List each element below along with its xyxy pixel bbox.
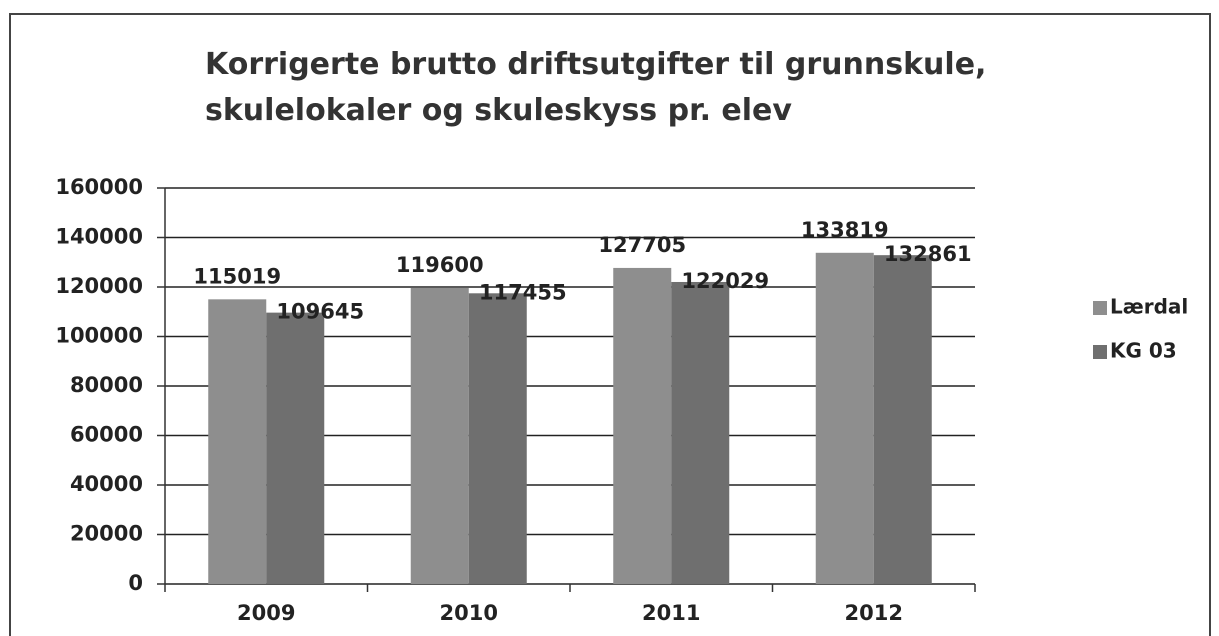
y-tick-label: 40000 [70, 472, 143, 496]
legend-swatch [1093, 301, 1107, 315]
bar [468, 293, 527, 584]
data-label: 115019 [193, 264, 281, 288]
bar [266, 312, 325, 584]
y-tick-label: 160000 [55, 175, 143, 199]
chart-title: Korrigerte brutto driftsutgifter til gru… [205, 47, 987, 128]
x-tick-label: 2012 [845, 601, 903, 625]
x-tick-label: 2010 [440, 601, 498, 625]
y-tick-label: 20000 [70, 522, 143, 546]
data-label: 127705 [598, 233, 686, 257]
bar [815, 252, 874, 584]
legend-label: Lærdal [1110, 295, 1188, 319]
legend-swatch [1093, 345, 1107, 359]
y-tick-label: 60000 [70, 423, 143, 447]
bar [410, 287, 469, 584]
data-label: 132861 [884, 242, 972, 266]
bar [613, 267, 672, 584]
data-label: 117455 [479, 280, 567, 304]
chart-frame [9, 13, 1211, 636]
bar [873, 255, 932, 585]
data-label: 122029 [681, 269, 769, 293]
x-tick-label: 2009 [237, 601, 295, 625]
bar [208, 299, 267, 584]
legend-label: KG 03 [1110, 339, 1177, 363]
y-tick-label: 120000 [55, 274, 143, 298]
x-tick-label: 2011 [642, 601, 700, 625]
data-label: 133819 [801, 218, 889, 242]
y-tick-label: 100000 [55, 324, 143, 348]
data-label: 119600 [396, 253, 484, 277]
y-tick-label: 140000 [55, 225, 143, 249]
y-tick-label: 80000 [70, 373, 143, 397]
y-tick-label: 0 [128, 571, 143, 595]
data-label: 109645 [276, 300, 364, 324]
bar [671, 281, 730, 584]
